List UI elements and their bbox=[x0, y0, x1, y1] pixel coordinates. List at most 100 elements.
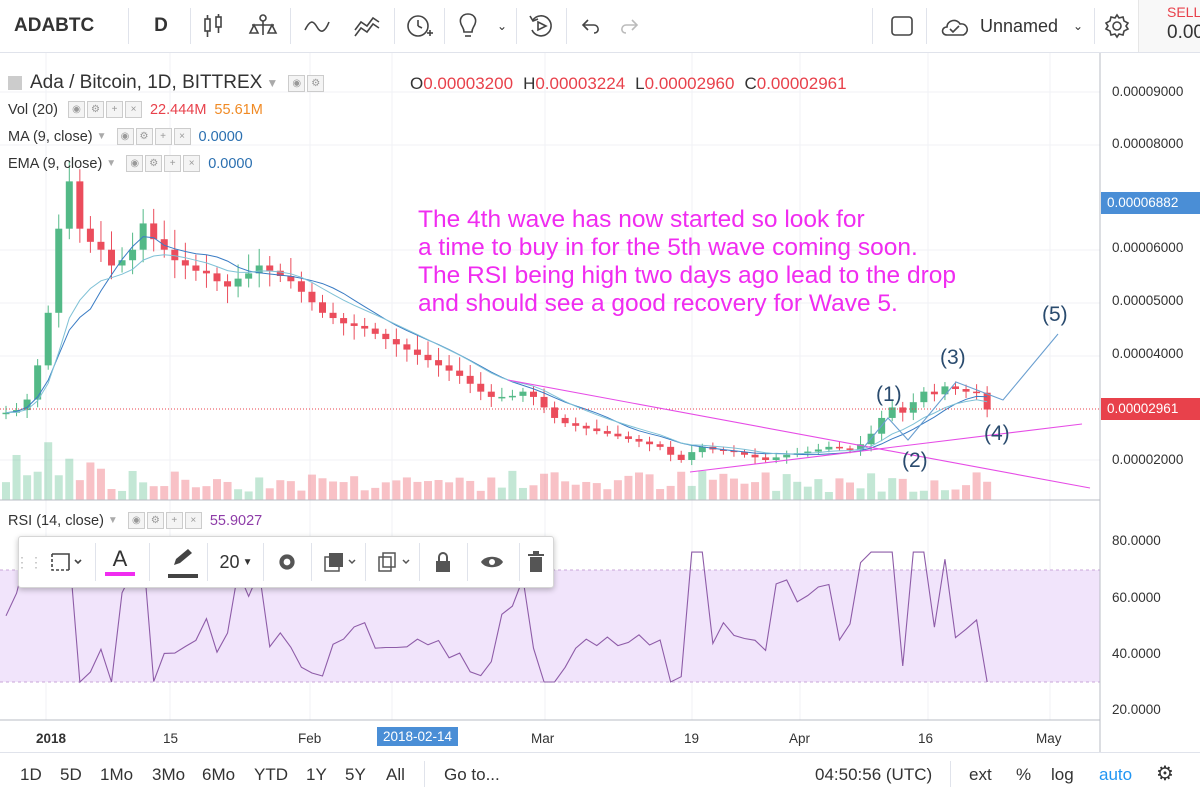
volume-bar bbox=[529, 485, 538, 500]
layout-name[interactable]: Unnamed bbox=[980, 15, 1059, 36]
volume-bar bbox=[445, 482, 454, 500]
range-1mo[interactable]: 1Mo bbox=[100, 765, 134, 784]
low-value: 0.00002960 bbox=[644, 74, 735, 93]
eye-icon[interactable]: ◉ bbox=[288, 74, 306, 92]
candle bbox=[930, 391, 938, 395]
vol-title[interactable]: Vol (20) bbox=[8, 101, 58, 118]
range-ytd[interactable]: YTD bbox=[254, 765, 288, 784]
chevron-down-icon[interactable]: ⌄ bbox=[1072, 19, 1084, 33]
chevron-down-icon[interactable]: ▼ bbox=[107, 515, 118, 526]
text-color-icon[interactable]: A bbox=[99, 537, 141, 587]
wave-label-1[interactable]: (1) bbox=[876, 383, 902, 406]
plus-icon[interactable]: + bbox=[154, 128, 172, 145]
range-5d[interactable]: 5D bbox=[60, 765, 82, 784]
plus-icon[interactable]: + bbox=[165, 512, 183, 529]
ma-title[interactable]: MA (9, close) bbox=[8, 128, 93, 145]
gear-icon[interactable] bbox=[1102, 0, 1132, 52]
candle bbox=[973, 391, 981, 394]
wave-label-2[interactable]: (2) bbox=[902, 449, 928, 472]
volume-bar bbox=[455, 477, 464, 500]
range-all[interactable]: All bbox=[386, 765, 405, 784]
volume-bar bbox=[708, 479, 717, 500]
plus-icon[interactable]: + bbox=[164, 155, 182, 172]
gear-icon[interactable]: ⚙ bbox=[1156, 763, 1174, 785]
sell-price: 0.00 bbox=[1167, 22, 1200, 43]
ext-toggle[interactable]: ext bbox=[969, 765, 992, 784]
line-style-icon[interactable] bbox=[41, 537, 91, 587]
range-1y[interactable]: 1Y bbox=[306, 765, 327, 784]
sell-button[interactable]: SELL 0.00 bbox=[1138, 0, 1200, 52]
wave-label-4[interactable]: (4) bbox=[984, 422, 1010, 445]
gear-icon[interactable]: ⚙ bbox=[307, 74, 325, 92]
volume-bar bbox=[371, 487, 380, 500]
volume-bar bbox=[877, 491, 886, 500]
eye-icon[interactable]: ◉ bbox=[127, 512, 145, 529]
chevron-down-icon[interactable]: ▼ bbox=[96, 131, 107, 142]
log-toggle[interactable]: log bbox=[1051, 765, 1074, 784]
gear-icon[interactable] bbox=[267, 537, 307, 587]
pencil-icon[interactable] bbox=[153, 537, 213, 587]
range-6mo[interactable]: 6Mo bbox=[202, 765, 236, 784]
redo-icon[interactable] bbox=[616, 0, 642, 52]
gear-icon[interactable]: ⚙ bbox=[145, 155, 163, 172]
wave-label-3[interactable]: (3) bbox=[940, 346, 966, 369]
gear-icon[interactable]: ⚙ bbox=[86, 101, 104, 118]
eye-icon[interactable]: ◉ bbox=[116, 128, 134, 145]
series-controls[interactable]: ◉ ⚙ bbox=[288, 74, 325, 92]
indicators-icon[interactable] bbox=[302, 0, 332, 52]
clone-icon[interactable] bbox=[369, 537, 419, 587]
volume-bar bbox=[497, 487, 506, 500]
lock-icon[interactable] bbox=[423, 537, 463, 587]
volume-bar bbox=[402, 477, 411, 500]
alert-icon[interactable] bbox=[404, 0, 436, 52]
lightbulb-icon[interactable] bbox=[454, 0, 482, 52]
gear-icon[interactable]: ⚙ bbox=[135, 128, 153, 145]
close-icon[interactable]: × bbox=[184, 512, 202, 529]
goto-button[interactable]: Go to... bbox=[444, 765, 500, 784]
trash-icon[interactable] bbox=[523, 537, 549, 587]
undo-icon[interactable] bbox=[578, 0, 604, 52]
ema-controls[interactable]: ◉ ⚙ + × bbox=[126, 155, 201, 172]
analysis-note[interactable]: The 4th wave has now started so look for… bbox=[418, 206, 956, 317]
chevron-down-icon[interactable]: ▼ bbox=[266, 76, 279, 90]
range-5y[interactable]: 5Y bbox=[345, 765, 366, 784]
templates-icon[interactable] bbox=[352, 0, 382, 52]
wave-label-5[interactable]: (5) bbox=[1042, 303, 1068, 326]
vol-controls[interactable]: ◉ ⚙ + × bbox=[67, 101, 142, 118]
chevron-down-icon[interactable]: ⌄ bbox=[496, 19, 508, 33]
range-1d[interactable]: 1D bbox=[20, 765, 42, 784]
marker-price-tag: 0.00006882 bbox=[1101, 192, 1200, 214]
eye-icon[interactable]: ◉ bbox=[67, 101, 85, 118]
drag-handle-icon[interactable]: ⋮⋮ bbox=[15, 553, 43, 570]
chevron-down-icon[interactable]: ▼ bbox=[106, 158, 117, 169]
main-series-title[interactable]: Ada / Bitcoin, 1D, BITTREX bbox=[30, 72, 263, 93]
auto-toggle[interactable]: auto bbox=[1099, 765, 1133, 784]
ema-title[interactable]: EMA (9, close) bbox=[8, 155, 103, 172]
volume-bar bbox=[191, 487, 200, 500]
candle bbox=[287, 276, 295, 282]
plus-icon[interactable]: + bbox=[105, 101, 123, 118]
ma-controls[interactable]: ◉ ⚙ + × bbox=[116, 128, 191, 145]
eye-icon[interactable] bbox=[471, 537, 513, 587]
gear-icon[interactable]: ⚙ bbox=[146, 512, 164, 529]
close-icon[interactable]: × bbox=[173, 128, 191, 145]
fullscreen-icon[interactable] bbox=[888, 0, 916, 52]
cloud-icon[interactable] bbox=[938, 0, 972, 52]
volume-bar bbox=[329, 481, 338, 500]
range-3mo[interactable]: 3Mo bbox=[152, 765, 186, 784]
symbol-search[interactable]: ADABTC bbox=[14, 15, 95, 36]
rsi-controls[interactable]: ◉ ⚙ + × bbox=[127, 512, 202, 529]
percent-toggle[interactable]: % bbox=[1016, 765, 1032, 784]
close-icon[interactable]: × bbox=[124, 101, 142, 118]
font-size-select[interactable]: 20 ▼ bbox=[219, 551, 253, 572]
bring-to-front-icon[interactable] bbox=[315, 537, 365, 587]
current-price-tag: 0.00002961 bbox=[1101, 398, 1200, 420]
close-icon[interactable]: × bbox=[183, 155, 201, 172]
candles-icon[interactable] bbox=[198, 0, 228, 52]
interval-button[interactable]: D bbox=[154, 15, 168, 36]
compare-icon[interactable] bbox=[248, 0, 278, 52]
eye-icon[interactable]: ◉ bbox=[126, 155, 144, 172]
replay-icon[interactable] bbox=[526, 0, 556, 52]
rsi-title[interactable]: RSI (14, close) bbox=[8, 512, 104, 529]
